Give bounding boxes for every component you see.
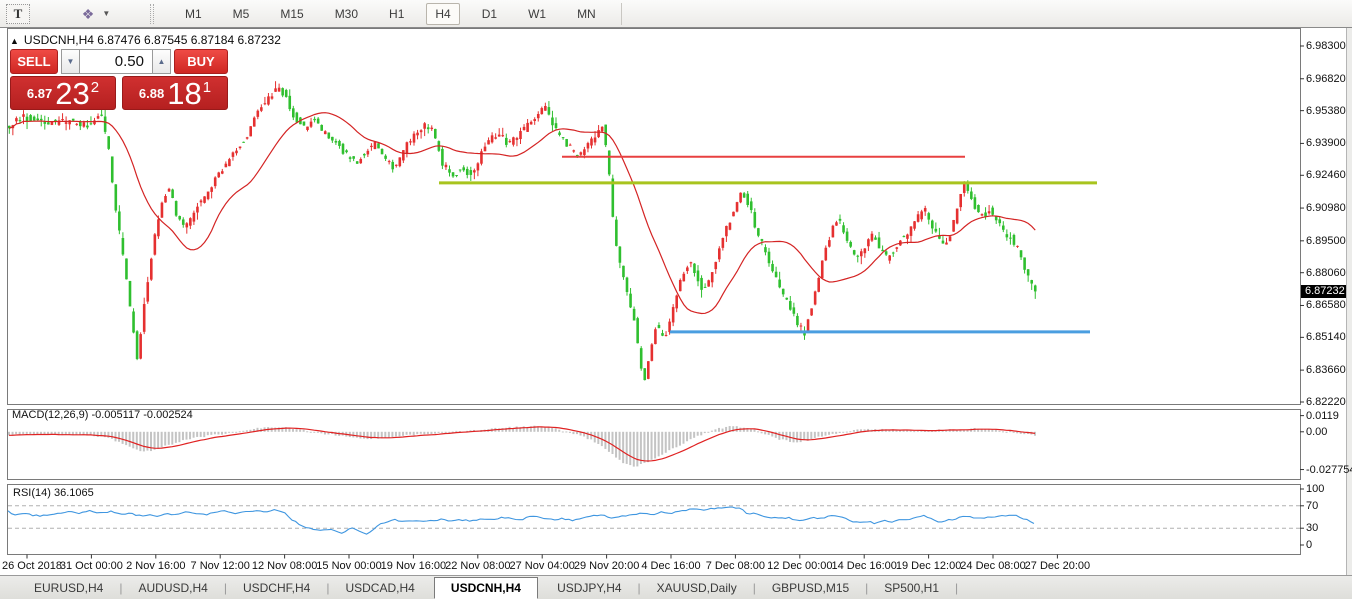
timeframe-button-d1[interactable]: D1 [481,6,498,21]
panel-splitter[interactable] [7,479,1300,484]
chart-tab-xauusd[interactable]: XAUUSD,Daily [656,580,737,595]
price-tick-label: 6.88060 [1306,266,1346,279]
date-axis-label: 7 Nov 12:00 [190,559,250,572]
timeframe-buttons: M1 M5 M15 M30 H1 H4 D1 W1 MN [176,2,605,25]
tab-divider: | [752,580,756,595]
ohlc-open: 6.87476 [97,33,141,47]
macd-tick-label: 0.0119 [1306,409,1339,422]
rsi-tick-label: 100 [1306,483,1325,495]
price-tick-label: 6.90980 [1306,202,1346,215]
toolbar-grip-handle[interactable] [150,3,154,24]
date-axis-label: 29 Nov 20:00 [573,559,640,572]
price-tick-label: 6.85140 [1306,331,1346,344]
timeframe-button-m30[interactable]: M30 [334,6,359,21]
date-axis-label: 7 Dec 08:00 [705,559,766,572]
date-axis-label: 12 Nov 08:00 [251,559,318,572]
current-price-badge: 6.87232 [1301,284,1349,298]
tab-divider: | [637,580,641,595]
timeframe-button-w1[interactable]: W1 [528,6,547,21]
sell-button[interactable]: SELL [10,49,58,74]
arrows-style-icon: ❖ [81,5,95,22]
spinner-up-icon: ▲ [157,56,166,66]
timeframe-button-h4[interactable]: H4 [426,2,460,25]
chart-tab-eurusd[interactable]: EURUSD,H4 [34,580,104,595]
price-tick-label: 6.83660 [1306,364,1346,377]
date-axis-label: 12 Dec 00:00 [767,559,833,572]
chevron-down-icon: ▼ [102,9,111,18]
date-axis-label: 19 Nov 16:00 [380,559,447,572]
rsi-tick-label: 70 [1306,499,1319,512]
date-axis-label: 14 Dec 16:00 [831,559,897,572]
chart-tab-usdcnh[interactable]: USDCNH,H4 [433,577,538,599]
volume-input[interactable] [80,49,152,74]
date-axis-label: 26 Oct 2018 [2,559,62,572]
price-tick-label: 6.92460 [1306,169,1346,182]
tab-divider: | [223,580,227,595]
chart-window: ▲ USDCNH,H4 6.87476 6.87545 6.87184 6.872… [0,28,1352,599]
rsi-tick-label: 0 [1306,539,1313,551]
tab-divider: | [865,580,869,595]
price-tick-label: 6.96820 [1306,72,1346,85]
objects-tool-button[interactable]: ❖ ▼ [70,4,122,24]
price-tick-label: 6.86580 [1306,299,1346,312]
tab-divider: | [955,580,959,595]
timeframe-button-m1[interactable]: M1 [185,6,202,21]
chart-tab-sp500[interactable]: SP500,H1 [884,580,939,595]
toolbar-separator [620,2,622,25]
chart-ohlc-title: ▲ USDCNH,H4 6.87476 6.87545 6.87184 6.872… [10,33,281,47]
text-tool-icon[interactable]: T [6,3,30,24]
timeframe-button-m15[interactable]: M15 [280,6,304,21]
window-right-border [1346,28,1352,599]
ohlc-high: 6.87545 [144,33,188,47]
panel-splitter[interactable] [7,404,1300,409]
date-axis-label: 4 Dec 16:00 [641,559,701,572]
date-axis-label: 27 Nov 04:00 [509,559,575,572]
date-axis-label: 2 Nov 16:00 [126,559,186,572]
price-tick-label: 6.98300 [1306,40,1346,52]
chart-canvas[interactable] [0,28,1352,599]
price-tick-label: 6.95380 [1306,104,1346,117]
date-axis-label: 22 Nov 08:00 [445,559,511,572]
macd-tick-label: 0.00 [1306,425,1328,438]
date-axis-label: 19 Dec 12:00 [895,559,962,572]
volume-control: ▼ ▲ [61,49,171,74]
chart-tab-audusd[interactable]: AUDUSD,H4 [138,580,208,595]
price-tick-label: 6.82220 [1306,395,1346,408]
chart-tab-usdcad[interactable]: USDCAD,H4 [345,580,415,595]
macd-tick-label: -0.027754 [1306,463,1352,476]
macd-indicator-label: MACD(12,26,9) -0.005117 -0.002524 [12,409,193,421]
chart-tab-gbpusd[interactable]: GBPUSD,M15 [771,580,850,595]
chart-tab-usdchf[interactable]: USDCHF,H4 [242,580,311,595]
spinner-down-icon: ▼ [66,56,75,66]
top-toolbar: T ❖ ▼ M1 M5 M15 M30 H1 H4 D1 W1 MN [0,0,1352,28]
tab-divider: | [326,580,330,595]
sell-price-display[interactable]: 6.87 23 2 [10,76,116,110]
chart-tab-bar: EURUSD,H4 | AUDUSD,H4 | USDCHF,H4 | USDCAD,H4 |… [0,575,1352,599]
volume-increase-button[interactable]: ▲ [152,49,171,74]
buy-button[interactable]: BUY [174,49,228,74]
price-tick-label: 6.93900 [1306,137,1346,150]
date-axis-label: 31 Oct 00:00 [59,559,123,572]
rsi-indicator-label: RSI(14) 36.1065 [13,487,94,499]
tab-divider: | [119,580,123,595]
collapse-trade-panel-icon[interactable]: ▲ [10,36,19,46]
rsi-tick-label: 30 [1306,522,1319,535]
timeframe-button-mn[interactable]: MN [577,6,596,21]
ohlc-close: 6.87232 [237,33,281,47]
buy-price-display[interactable]: 6.88 18 1 [122,76,228,110]
volume-decrease-button[interactable]: ▼ [61,49,80,74]
ohlc-low: 6.87184 [190,33,235,47]
timeframe-button-m5[interactable]: M5 [232,6,250,21]
date-axis-label: 15 Nov 00:00 [316,559,382,572]
symbol-period-label: USDCNH,H4 [23,33,94,47]
timeframe-button-h1[interactable]: H1 [389,6,405,21]
date-axis-label: 24 Dec 08:00 [960,559,1026,572]
price-tick-label: 6.89500 [1306,234,1346,247]
chart-tab-usdjpy[interactable]: USDJPY,H4 [557,580,622,595]
date-axis-label: 27 Dec 20:00 [1024,559,1091,572]
